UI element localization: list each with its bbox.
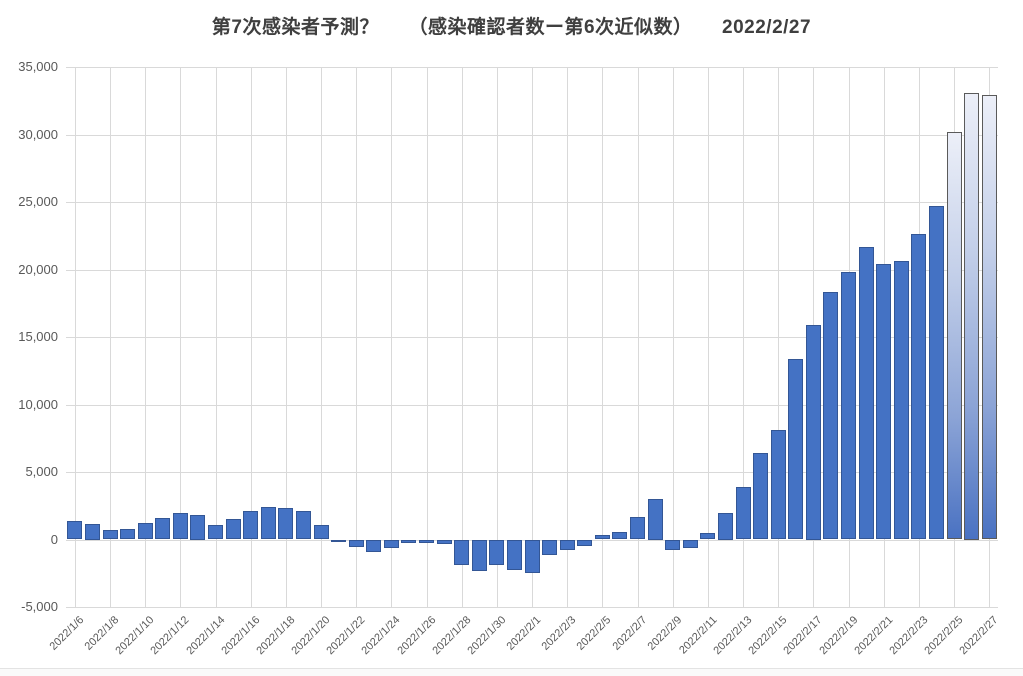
horizontal-gridline (66, 607, 998, 608)
bar (120, 528, 135, 540)
bar (489, 539, 505, 565)
bar (647, 499, 663, 540)
bar (331, 539, 347, 542)
bar (190, 514, 206, 540)
x-axis-tick-label: 2022/2/7 (610, 614, 649, 653)
bar (753, 453, 769, 540)
vertical-gridline (496, 67, 498, 607)
bar (208, 524, 223, 540)
bar (700, 533, 716, 540)
x-axis-tick-label: 2022/2/1 (504, 614, 544, 653)
y-axis-tick-label: 35,000 (18, 59, 58, 74)
bar (84, 524, 100, 540)
vertical-gridline (461, 67, 463, 607)
bar (841, 272, 856, 540)
bar (981, 95, 997, 540)
bar (911, 234, 927, 540)
bar (172, 513, 188, 540)
bar (665, 539, 681, 551)
bar (295, 511, 311, 540)
bar (366, 539, 382, 552)
x-axis-tick-label: 2022/2/3 (539, 614, 579, 653)
chart-title: 第7次感染者予測？ （感染確認者数ー第6次近似数） 2022/2/27 (211, 17, 812, 38)
vertical-gridline (391, 67, 393, 607)
vertical-gridline (567, 67, 569, 607)
bar (67, 521, 83, 540)
y-axis-tick-label: 0 (50, 531, 58, 547)
vertical-gridline (110, 67, 111, 607)
vertical-gridline (321, 67, 322, 607)
bar (401, 539, 417, 544)
vertical-gridline (778, 67, 780, 607)
bar (594, 534, 610, 540)
vertical-gridline (743, 67, 744, 607)
bottom-edge (0, 668, 1023, 676)
bar (278, 508, 294, 540)
vertical-gridline (672, 67, 674, 607)
vertical-gridline (250, 67, 252, 607)
bar (823, 292, 839, 540)
bar (225, 518, 241, 540)
bar (876, 264, 892, 540)
bar (682, 539, 698, 549)
y-axis-tick-label: 15,000 (18, 329, 58, 344)
x-axis-tick-label: 2022/1/6 (47, 614, 87, 653)
bar (436, 539, 452, 544)
y-axis-tick-label: 20,000 (18, 261, 58, 277)
bar (612, 532, 628, 540)
vertical-gridline (532, 67, 533, 607)
bar (946, 131, 962, 540)
y-axis-tick-label: 25,000 (18, 194, 58, 209)
bar (454, 539, 470, 565)
vertical-gridline (74, 67, 76, 607)
bar (559, 539, 575, 550)
bar (102, 530, 118, 540)
y-axis-tick-label: 10,000 (18, 396, 58, 412)
bar (929, 206, 944, 540)
vertical-gridline (356, 67, 358, 607)
bar (524, 539, 540, 574)
x-axis-tick-label: 2022/2/5 (575, 614, 614, 653)
bar (577, 539, 593, 547)
bar (243, 511, 259, 540)
vertical-gridline (145, 67, 147, 607)
vertical-gridline (637, 67, 639, 607)
vertical-gridline (602, 67, 604, 607)
bar (471, 539, 487, 572)
bar (630, 516, 645, 540)
vertical-gridline (426, 67, 428, 607)
bar (542, 539, 558, 555)
y-axis-tick-label: -5,000 (21, 599, 58, 614)
vertical-gridline (707, 67, 709, 607)
bar (788, 358, 804, 540)
y-axis-tick-label: 5,000 (25, 464, 58, 479)
y-axis-tick-label: 30,000 (18, 126, 58, 142)
bar (383, 539, 399, 548)
bar (155, 517, 171, 540)
bar (805, 324, 821, 540)
bar (858, 246, 874, 540)
vertical-gridline (285, 67, 287, 607)
bar (137, 523, 153, 540)
bar (506, 539, 522, 570)
bar (717, 512, 733, 540)
bar (260, 507, 276, 540)
vertical-gridline (180, 67, 182, 607)
bar (419, 539, 434, 544)
vertical-gridline (215, 67, 217, 607)
bar (964, 92, 980, 540)
bar (313, 525, 329, 540)
bar (893, 261, 909, 540)
bar (735, 486, 751, 540)
bar (770, 430, 786, 540)
bar (348, 539, 364, 547)
